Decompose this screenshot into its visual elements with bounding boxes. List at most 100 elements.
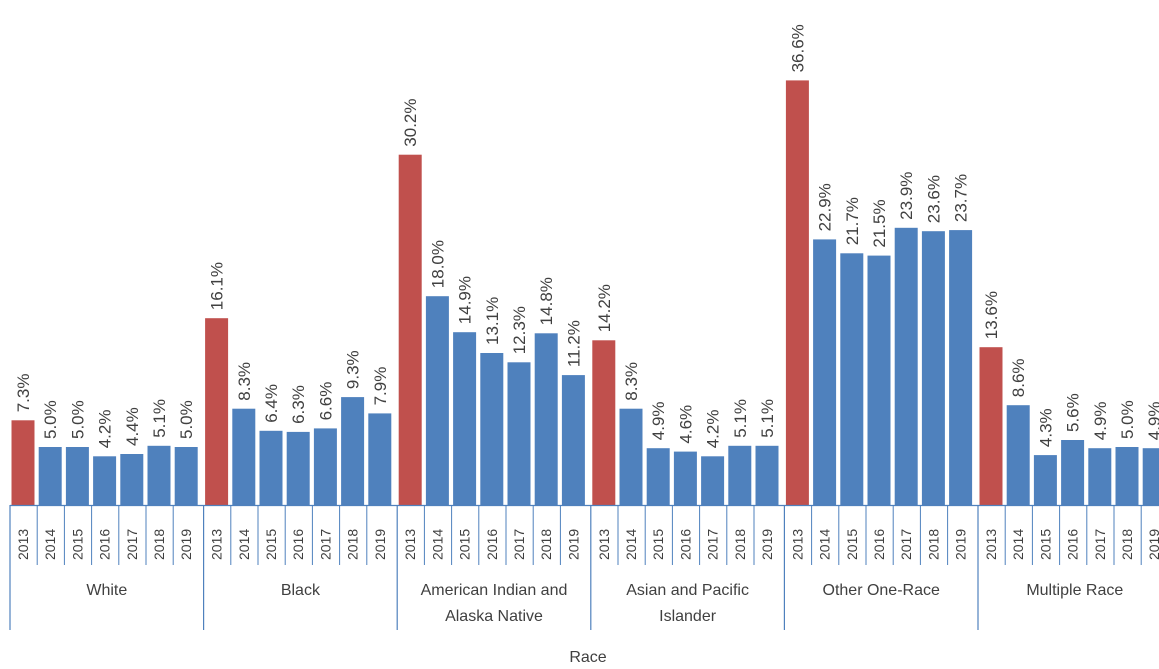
- bar: [313, 428, 337, 505]
- value-label: 4.9%: [1091, 401, 1110, 440]
- year-tick-label: 2018: [538, 529, 554, 560]
- category-label: Multiple Race: [1026, 582, 1123, 599]
- bar: [1033, 455, 1057, 505]
- bar: [174, 447, 198, 505]
- value-label: 14.2%: [595, 284, 614, 332]
- bar: [921, 231, 945, 505]
- value-label: 7.3%: [14, 374, 33, 413]
- value-label: 4.2%: [96, 410, 115, 449]
- category-label: American Indian and: [421, 582, 568, 599]
- year-tick-label: 2016: [484, 529, 500, 560]
- bar: [11, 420, 35, 505]
- value-label: 5.1%: [731, 399, 750, 438]
- bar: [1061, 440, 1085, 505]
- bar: [232, 408, 256, 505]
- year-tick-label: 2013: [983, 529, 999, 560]
- year-tick-label: 2019: [372, 529, 388, 560]
- bar: [205, 318, 229, 505]
- value-label: 14.8%: [537, 277, 556, 325]
- year-tick-label: 2017: [705, 529, 721, 560]
- bar: [286, 431, 310, 505]
- category-label: Alaska Native: [445, 608, 543, 625]
- bar: [534, 333, 558, 505]
- year-tick-label: 2018: [732, 529, 748, 560]
- bar: [453, 332, 477, 505]
- value-label: 30.2%: [401, 98, 420, 146]
- bar: [561, 375, 585, 505]
- x-axis: 2013 2014 2015 2016 2017 2018 2019 White 2013 201…: [9, 504, 1159, 630]
- year-tick-label: 2014: [623, 529, 639, 560]
- year-tick-label: 2018: [925, 529, 941, 560]
- bar: [894, 227, 918, 506]
- value-label: 5.0%: [1118, 400, 1137, 439]
- year-tick-label: 2013: [402, 529, 418, 560]
- year-tick-label: 2017: [124, 529, 140, 560]
- year-tick-label: 2015: [263, 529, 279, 560]
- value-label: 23.9%: [897, 172, 916, 220]
- bar: [1088, 448, 1112, 505]
- bar: [38, 447, 62, 505]
- value-label: 18.0%: [428, 240, 447, 288]
- value-label: 8.3%: [622, 362, 641, 401]
- value-label: 22.9%: [816, 183, 835, 231]
- year-tick-label: 2016: [97, 529, 113, 560]
- value-label: 21.5%: [870, 199, 889, 247]
- year-tick-label: 2017: [1092, 529, 1108, 560]
- bar: [867, 255, 891, 505]
- year-tick-label: 2015: [457, 529, 473, 560]
- bar: [93, 456, 117, 505]
- value-label: 5.1%: [150, 399, 169, 438]
- bar: [65, 447, 89, 505]
- category-label: Other One-Race: [823, 582, 940, 599]
- bar: [507, 362, 531, 505]
- year-tick-label: 2019: [565, 529, 581, 560]
- value-label: 16.1%: [208, 262, 227, 310]
- value-label: 14.9%: [456, 276, 475, 324]
- year-tick-label: 2017: [317, 529, 333, 560]
- value-label: 8.3%: [235, 362, 254, 401]
- year-tick-label: 2017: [898, 529, 914, 560]
- year-tick-label: 2018: [1119, 529, 1135, 560]
- value-label: 5.0%: [41, 400, 60, 439]
- bar: [619, 408, 643, 505]
- year-tick-label: 2019: [178, 529, 194, 560]
- year-tick-label: 2016: [290, 529, 306, 560]
- year-tick-label: 2019: [1146, 529, 1159, 560]
- year-tick-label: 2014: [42, 529, 58, 560]
- value-labels-layer: 7.3% 5.0% 5.0% 4.2% 4.4% 5.1% 5.0% 16.1% 8.3% 6.4…: [14, 24, 1159, 448]
- bar: [147, 445, 171, 505]
- bar: [592, 340, 616, 505]
- value-label: 5.0%: [68, 400, 87, 439]
- value-label: 4.2%: [704, 410, 723, 449]
- value-label: 4.4%: [123, 407, 142, 446]
- bar: [259, 430, 283, 505]
- value-label: 9.3%: [344, 350, 363, 389]
- value-label: 4.9%: [1145, 401, 1159, 440]
- year-tick-label: 2013: [15, 529, 31, 560]
- value-label: 4.9%: [649, 401, 668, 440]
- category-label: Islander: [659, 608, 717, 625]
- bar: [646, 448, 670, 505]
- year-tick-label: 2015: [69, 529, 85, 560]
- bar: [785, 80, 809, 506]
- value-label: 13.6%: [982, 291, 1001, 339]
- bar: [840, 253, 864, 505]
- year-tick-label: 2014: [429, 529, 445, 560]
- bar: [120, 454, 144, 505]
- year-tick-label: 2014: [1010, 529, 1026, 560]
- year-tick-label: 2016: [871, 529, 887, 560]
- bar: [755, 445, 779, 505]
- year-tick-label: 2014: [817, 529, 833, 560]
- year-tick-label: 2013: [209, 529, 225, 560]
- value-label: 5.0%: [177, 400, 196, 439]
- value-label: 11.2%: [564, 320, 583, 367]
- bar: [1006, 405, 1030, 505]
- category-label: White: [86, 582, 127, 599]
- category-label: Black: [281, 582, 321, 599]
- bar: [398, 154, 422, 505]
- bar: [1142, 448, 1159, 505]
- bar: [979, 347, 1003, 505]
- value-label: 12.3%: [510, 306, 529, 354]
- value-label: 23.6%: [924, 175, 943, 223]
